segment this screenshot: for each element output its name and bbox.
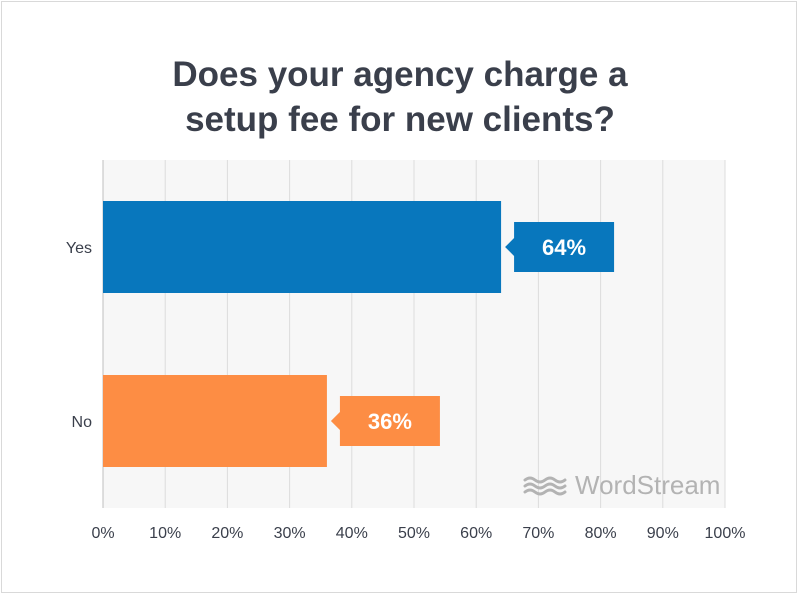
wave-icon	[523, 476, 567, 495]
x-tick-label: 100%	[705, 525, 746, 542]
data-label: 64%	[542, 235, 586, 260]
data-label: 36%	[368, 409, 412, 434]
x-tick-label: 70%	[522, 525, 554, 542]
data-label-box	[505, 222, 615, 272]
bar-yes	[103, 201, 502, 293]
x-tick-label: 40%	[336, 525, 368, 542]
data-label-box	[330, 396, 440, 446]
x-tick-label: 20%	[211, 525, 243, 542]
x-tick-label: 50%	[398, 525, 430, 542]
y-category-label: Yes	[66, 240, 92, 257]
chart-title: Does your agency charge a setup fee for …	[0, 52, 800, 142]
title-line-2: setup fee for new clients?	[185, 100, 615, 139]
wordstream-logo: WordStream	[523, 470, 720, 501]
title-line-1: Does your agency charge a	[172, 55, 628, 94]
brand-name: WordStream	[575, 470, 721, 500]
x-tick-label: 60%	[460, 525, 492, 542]
x-tick-label: 80%	[585, 525, 617, 542]
y-category-label: No	[72, 414, 93, 431]
x-tick-label: 10%	[149, 525, 181, 542]
x-tick-label: 30%	[274, 525, 306, 542]
x-tick-label: 90%	[647, 525, 679, 542]
bar-no	[103, 375, 327, 467]
x-tick-label: 0%	[91, 525, 114, 542]
